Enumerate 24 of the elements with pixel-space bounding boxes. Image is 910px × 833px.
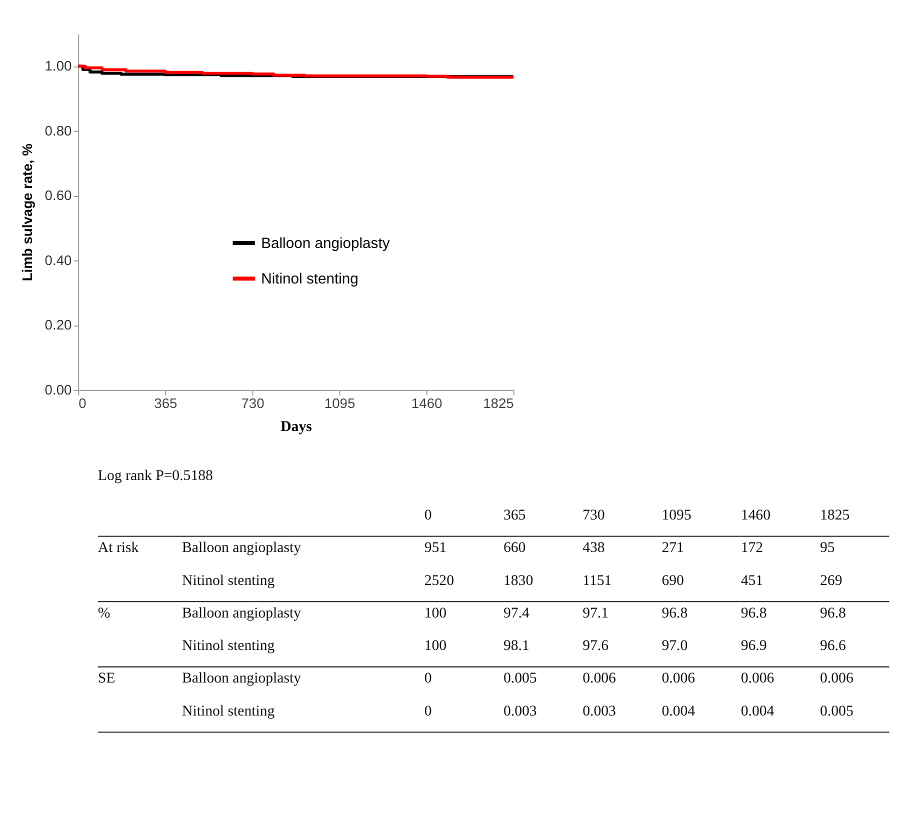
x-tick-label: 1095	[324, 395, 356, 412]
y-axis-title: Limb sulvage rate, %	[18, 144, 35, 282]
x-tick-label: 0	[78, 395, 87, 412]
x-tick-label: 365	[154, 395, 178, 412]
y-tick-label: 0.60	[44, 187, 72, 204]
text: Log rank P=0.5188	[98, 468, 213, 484]
legend-label: Nitinol stenting	[261, 272, 358, 288]
text: % Balloon angioplasty 100 97.4 97.1 96.8 96.8 96.8	[98, 605, 846, 622]
y-tick-label: 0.20	[44, 316, 72, 333]
legend-label: Balloon angioplasty	[261, 236, 390, 252]
text: 0 365 730 1095 1460 1825	[424, 507, 850, 524]
text: Nitinol stenting 100 98.1 97.6 97.0 96.9 96.6	[182, 638, 846, 654]
text: At risk Balloon angioplasty 951 660 438 271 172 95	[98, 540, 835, 556]
y-tick-label: 0.80	[44, 122, 72, 138]
y-tick-label: 0.00	[44, 381, 72, 398]
y-tick-label: 1.00	[44, 58, 72, 74]
x-tick-label: 1460	[411, 395, 442, 412]
y-tick-label: 0.40	[44, 252, 72, 268]
text: Nitinol stenting 0 0.003 0.003 0.004 0.004 0.005	[182, 703, 854, 720]
text: Nitinol stenting 2520 1830 1151 690 451 269	[182, 572, 842, 589]
text: SE Balloon angioplasty 0 0.005 0.006 0.006 0.006 0.006	[98, 670, 854, 687]
x-tick-label: 730	[241, 395, 265, 412]
x-tick-label: 1825	[483, 395, 514, 412]
x-axis-title: Days	[280, 418, 312, 435]
